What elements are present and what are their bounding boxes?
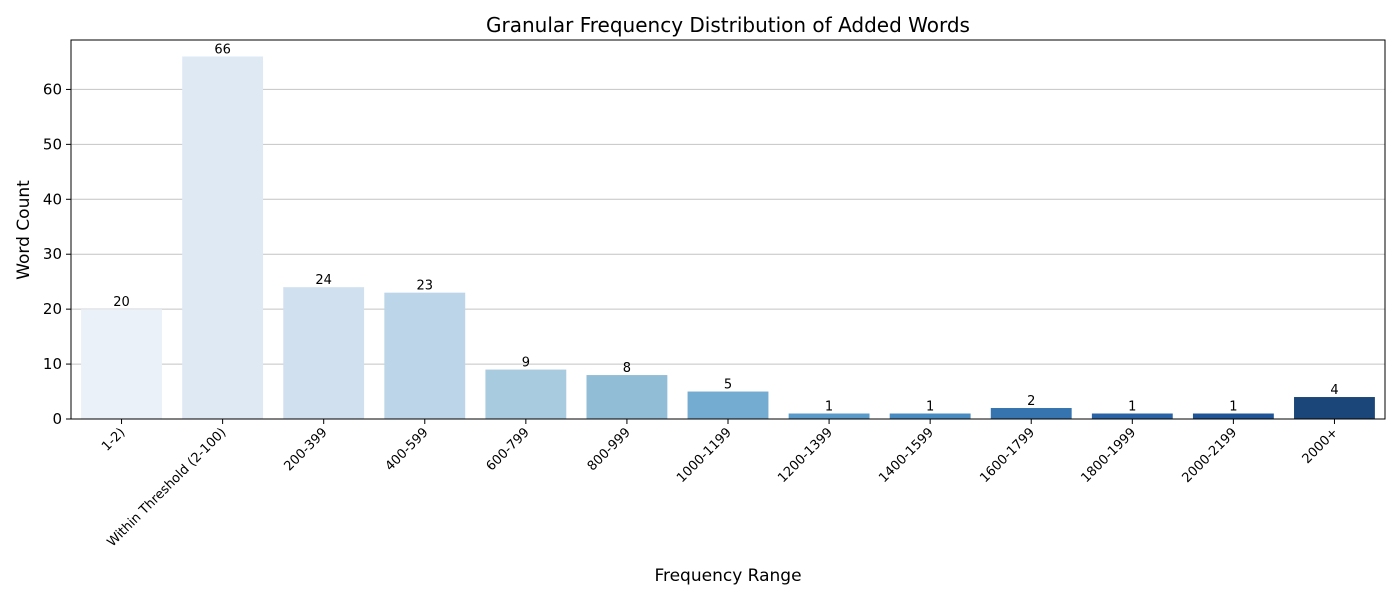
x-tick-label: 1800-1999	[1078, 425, 1139, 486]
data-label: 24	[315, 273, 332, 288]
x-tick-label: 1000-1199	[674, 425, 735, 486]
x-tick-label: Within Threshold (2-100)	[105, 425, 230, 550]
data-label: 1	[1128, 400, 1136, 415]
data-labels: 20 66 24 23 9 8 5 1 1 2 1 1 4	[113, 42, 1338, 414]
data-label: 1	[926, 400, 934, 415]
y-axis-ticks: 0 10 20 30 40 50 60	[43, 80, 71, 428]
x-axis-label: Frequency Range	[654, 566, 801, 586]
bar	[788, 413, 870, 419]
data-label: 9	[522, 356, 530, 371]
y-tick-label: 20	[43, 300, 62, 318]
y-tick-label: 0	[52, 410, 62, 428]
bar	[889, 413, 971, 419]
x-tick-label: 1200-1399	[775, 425, 836, 486]
bar	[1294, 397, 1375, 419]
bar	[1192, 413, 1274, 419]
bar	[485, 369, 567, 419]
x-tick-label: 600-799	[484, 425, 533, 474]
y-tick-label: 50	[43, 135, 62, 153]
x-tick-label: 200-399	[281, 425, 330, 474]
bar	[283, 287, 365, 419]
plot-frame	[70, 39, 1386, 420]
gridlines	[71, 88, 1385, 420]
data-label: 8	[623, 361, 631, 376]
x-tick-label: 2000-2199	[1180, 425, 1241, 486]
bars	[81, 56, 1375, 419]
x-tick-label: 1400-1599	[876, 425, 937, 486]
y-tick-label: 60	[43, 80, 62, 98]
data-label: 5	[724, 378, 732, 393]
x-tick-label: 1600-1799	[977, 425, 1038, 486]
chart-title: Granular Frequency Distribution of Added…	[486, 13, 970, 37]
x-tick-label: 800-999	[585, 425, 634, 474]
data-label: 4	[1330, 383, 1338, 398]
data-label: 1	[825, 400, 833, 415]
bar	[182, 56, 264, 419]
y-tick-label: 30	[43, 245, 62, 263]
data-label: 23	[416, 279, 433, 294]
data-label: 2	[1027, 394, 1035, 409]
x-tick-label: 1-2)	[99, 425, 128, 454]
bar	[1091, 413, 1173, 419]
bar	[687, 391, 769, 419]
x-tick-label: 2000+	[1300, 425, 1342, 467]
bar	[384, 292, 466, 419]
data-label: 1	[1229, 400, 1237, 415]
y-tick-label: 10	[43, 355, 62, 373]
x-tick-label: 400-599	[383, 425, 432, 474]
y-axis-label: Word Count	[14, 180, 34, 280]
bar	[586, 375, 668, 419]
data-label: 20	[113, 295, 130, 310]
x-axis-ticks: 1-2)Within Threshold (2-100) 200-399 400-5…	[99, 419, 1341, 550]
y-tick-label: 40	[43, 190, 62, 208]
data-label: 66	[214, 42, 231, 57]
bar	[990, 408, 1072, 419]
bar	[81, 309, 162, 419]
